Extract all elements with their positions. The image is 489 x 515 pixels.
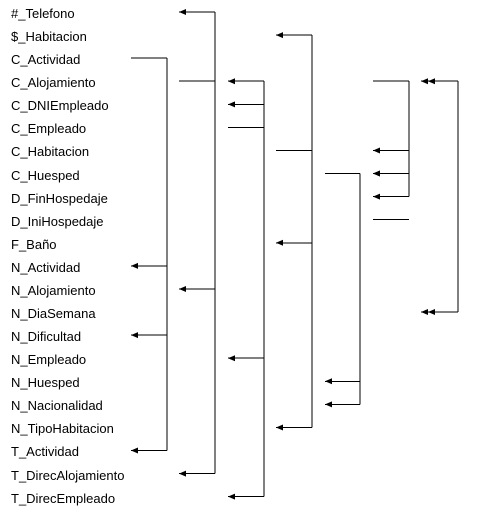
dependency-group: [325, 173, 361, 408]
arrow-head-icon: [421, 78, 428, 85]
attribute-label: N_Dificultad: [11, 329, 82, 345]
arrow-head-icon: [428, 78, 435, 85]
arrow-head-icon: [373, 147, 380, 154]
arrow-head-icon: [276, 239, 283, 246]
arrow-head-icon: [179, 470, 186, 477]
dependency-group: [131, 57, 168, 454]
attribute-label: F_Baño: [11, 236, 57, 252]
dependency-group: [276, 32, 313, 431]
arrow-head-icon: [228, 355, 235, 362]
arrow-head-icon: [131, 447, 138, 454]
attribute-label: $_Habitacion: [11, 29, 87, 45]
attribute-label: N_Nacionalidad: [11, 398, 103, 414]
arrow-head-icon: [325, 401, 332, 408]
dependency-group: [421, 78, 459, 316]
arrow-head-icon: [228, 101, 235, 108]
attribute-label: C_Actividad: [11, 52, 81, 68]
attribute-label: N_Empleado: [11, 352, 87, 368]
attribute-label: N_Actividad: [11, 259, 81, 275]
attribute-label: C_Empleado: [11, 121, 87, 137]
attribute-list: #_Telefono $_Habitacion C_Actividad C_Aloja…: [11, 4, 124, 512]
attribute-label: C_Alojamiento: [11, 75, 96, 91]
attribute-label: #_Telefono: [11, 6, 75, 21]
arrow-head-icon: [228, 493, 235, 500]
arrow-head-icon: [276, 32, 283, 39]
attribute-label: N_DiaSemana: [11, 306, 96, 322]
attribute-label: C_Huesped: [11, 167, 80, 183]
attribute-label: C_DNIEmpleado: [11, 98, 109, 114]
arrow-head-icon: [179, 285, 186, 292]
attribute-label: N_Huesped: [11, 375, 80, 391]
arrow-head-icon: [373, 193, 380, 200]
arrow-head-icon: [131, 332, 138, 339]
arrow-head-icon: [228, 78, 235, 85]
arrow-head-icon: [428, 309, 435, 316]
attribute-label: D_IniHospedaje: [11, 213, 104, 229]
arrow-head-icon: [325, 378, 332, 385]
attribute-label: D_FinHospedaje: [11, 190, 108, 206]
arrow-head-icon: [373, 170, 380, 177]
dependency-group: [179, 9, 216, 477]
dependency-group: [373, 170, 409, 221]
attribute-label: N_Alojamiento: [11, 282, 96, 298]
dependency-group: [373, 80, 410, 200]
attribute-label: T_DirecAlojamiento: [11, 467, 125, 483]
arrow-head-icon: [276, 424, 283, 431]
attribute-label: T_DirecEmpleado: [11, 490, 116, 506]
arrow-head-icon: [421, 309, 428, 316]
attribute-label: C_Habitacion: [11, 144, 90, 160]
attribute-label: N_TipoHabitacion: [11, 421, 114, 437]
arrow-head-icon: [131, 262, 138, 269]
dependency-group: [228, 78, 265, 500]
arrow-head-icon: [179, 9, 186, 15]
attribute-label: T_Actividad: [11, 444, 79, 460]
